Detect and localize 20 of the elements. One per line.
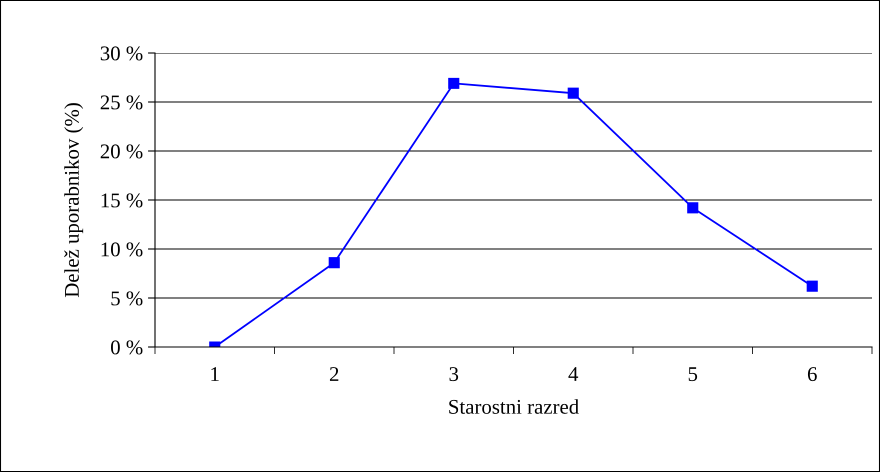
point [806,280,818,292]
x-tick-label: 4 [568,367,578,381]
point [328,257,340,268]
x-tick-label: 5 [688,367,698,382]
y-tick-label: 5 % [111,291,142,306]
x-tick-label: 3 [450,367,458,382]
y-tick-label: 10 % [102,242,142,256]
y-tick-label: 15 % [102,193,142,208]
point [687,202,698,214]
point [448,78,460,89]
y-tick-label: 0 % [111,340,142,354]
x-tick-label: 2 [330,367,338,381]
point [568,88,579,99]
x-tick-label: 6 [808,367,817,382]
y-tick-label: 30 % [100,46,142,60]
y-tick-label: 20 % [100,144,142,158]
x-tick-label: 1 [211,367,219,381]
y-axis-title: Delež uporabnikov (%) [64,103,84,298]
y-tick-label: 25 % [100,95,142,110]
x-axis-title: Starostni razred [449,399,579,414]
